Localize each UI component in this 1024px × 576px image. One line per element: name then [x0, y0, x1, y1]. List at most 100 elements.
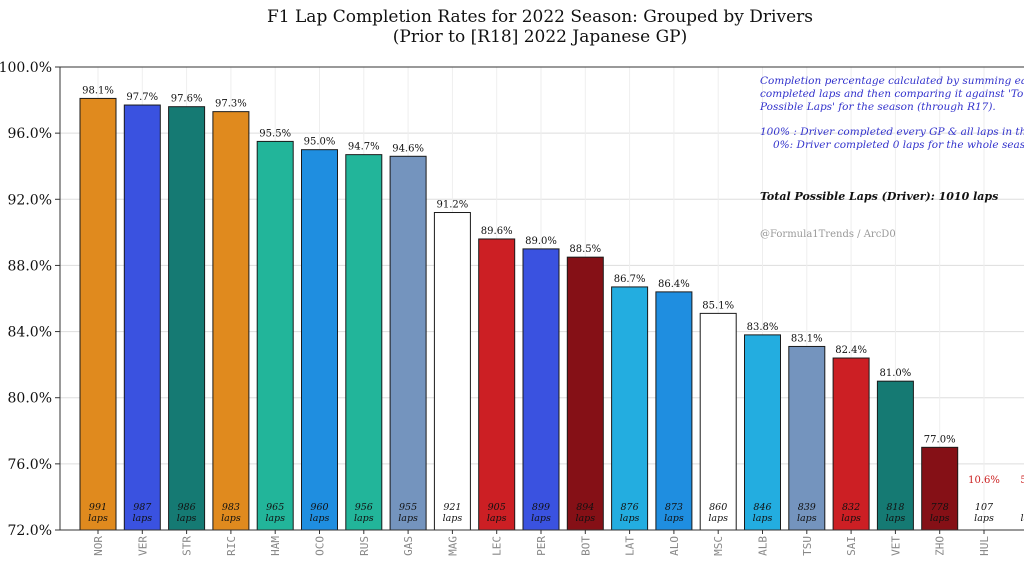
- value-label-alb: 83.8%: [747, 322, 779, 333]
- bar-mag: [433, 212, 471, 531]
- laps-unit: laps: [620, 513, 640, 524]
- y-tick-label: 76.0%: [8, 457, 52, 473]
- x-tick-label-gas: GAS: [402, 536, 415, 556]
- laps-unit: laps: [753, 513, 773, 524]
- bar-per: [522, 248, 560, 531]
- note-line-1: Completion percentage calculated by summ…: [760, 75, 1024, 87]
- laps-count-str: 986: [178, 502, 196, 513]
- laps-unit: laps: [797, 513, 817, 524]
- value-label-lec: 89.6%: [481, 226, 513, 237]
- value-label-tsu: 83.1%: [791, 333, 823, 344]
- bar-zho: [921, 446, 959, 531]
- note-line-5: 0%: Driver completed 0 laps for the whol…: [773, 139, 1024, 151]
- laps-unit: laps: [354, 513, 374, 524]
- x-tick-label-alo: ALO: [668, 536, 681, 556]
- x-tick-label-nor: NOR: [92, 536, 105, 556]
- value-label-vet: 81.0%: [880, 368, 912, 379]
- bar-nor: [79, 97, 117, 531]
- value-label-alo: 86.4%: [658, 279, 690, 290]
- laps-unit: laps: [398, 513, 418, 524]
- value-label-msc: 85.1%: [702, 300, 734, 311]
- value-label-per: 89.0%: [525, 236, 557, 247]
- value-label-gas: 94.6%: [392, 143, 424, 154]
- laps-count-lat: 876: [621, 502, 639, 513]
- laps-count-oco: 960: [310, 502, 328, 513]
- x-tick-label-ver: VER: [136, 536, 149, 556]
- y-tick-label: 96.0%: [8, 126, 52, 142]
- value-label-mag: 91.2%: [437, 200, 469, 211]
- y-tick-label: 84.0%: [8, 325, 52, 341]
- laps-count-rus: 956: [355, 502, 373, 513]
- laps-unit: laps: [841, 513, 861, 524]
- laps-count-hul: 107: [975, 502, 994, 513]
- note-line-3: Possible Laps' for the season (through R…: [759, 101, 996, 113]
- laps-count-ric: 983: [222, 502, 240, 513]
- laps-unit: laps: [177, 513, 197, 524]
- x-tick-label-ric: RIC: [225, 536, 238, 556]
- laps-unit: laps: [132, 513, 152, 524]
- x-tick-label-sai: SAI: [845, 536, 858, 556]
- laps-unit: laps: [974, 513, 994, 524]
- laps-count-per: 899: [532, 502, 550, 513]
- value-label-ver: 97.7%: [126, 92, 158, 103]
- laps-unit: laps: [930, 513, 950, 524]
- laps-unit: laps: [1020, 513, 1024, 524]
- value-label-lat: 86.7%: [614, 274, 646, 285]
- x-tick-label-alb: ALB: [757, 536, 770, 556]
- laps-count-gas: 955: [399, 502, 417, 513]
- bar-vet: [876, 380, 914, 531]
- laps-count-zho: 778: [931, 502, 949, 513]
- chart-title: F1 Lap Completion Rates for 2022 Season:…: [267, 7, 813, 27]
- laps-count-msc: 860: [709, 502, 727, 513]
- x-tick-label-zho: ZHO: [934, 536, 947, 556]
- x-tick-label-per: PER: [535, 536, 548, 556]
- credit-watermark: @Formula1Trends / ArcD0: [760, 229, 896, 240]
- value-label-ric: 97.3%: [215, 99, 247, 110]
- laps-unit: laps: [487, 513, 507, 524]
- bars: 98.1%991laps97.7%987laps97.6%986laps97.3…: [79, 85, 1024, 531]
- bar-bot: [566, 256, 604, 531]
- laps-unit: laps: [310, 513, 330, 524]
- total-possible-laps: Total Possible Laps (Driver): 1010 laps: [760, 190, 998, 203]
- bar-lat: [611, 286, 649, 531]
- x-tick-label-str: STR: [181, 536, 194, 556]
- laps-unit: laps: [708, 513, 728, 524]
- x-tick-label-lat: LAT: [624, 536, 637, 556]
- laps-count-bot: 894: [576, 502, 594, 513]
- x-tick-label-hul: HUL: [978, 536, 991, 556]
- laps-unit: laps: [575, 513, 595, 524]
- value-label-str: 97.6%: [171, 94, 203, 105]
- y-tick-label: 80.0%: [8, 391, 52, 407]
- annotation-notes: Completion percentage calculated by summ…: [759, 75, 1024, 240]
- bar-tsu: [788, 345, 826, 531]
- value-label-hul: 10.6%: [968, 475, 1000, 486]
- laps-unit: laps: [88, 513, 108, 524]
- bar-alo: [655, 291, 693, 531]
- x-tick-label-tsu: TSU: [801, 536, 814, 556]
- bar-rus: [345, 154, 383, 531]
- y-tick-label: 92.0%: [8, 192, 52, 208]
- bar-oco: [301, 149, 338, 531]
- x-tick-label-bot: BOT: [579, 536, 592, 556]
- laps-count-nor: 991: [89, 502, 107, 513]
- bar-ham: [256, 140, 294, 531]
- laps-unit: laps: [886, 513, 906, 524]
- bar-alb: [744, 334, 781, 531]
- x-tick-label-oco: OCO: [314, 536, 327, 556]
- chart-subtitle: (Prior to [R18] 2022 Japanese GP): [393, 27, 687, 47]
- x-tick-label-msc: MSC: [712, 536, 725, 556]
- value-label-ham: 95.5%: [259, 128, 291, 139]
- y-tick-label: 72.0%: [8, 523, 52, 539]
- value-label-zho: 77.0%: [924, 434, 956, 445]
- value-label-dev: 5.3: [1020, 475, 1024, 486]
- y-tick-label: 100.0%: [0, 60, 52, 76]
- x-tick-label-ham: HAM: [269, 536, 282, 556]
- bar-sai: [832, 357, 870, 531]
- laps-unit: laps: [265, 513, 285, 524]
- laps-count-tsu: 839: [798, 502, 816, 513]
- note-line-2: completed laps and then comparing it aga…: [760, 88, 1024, 100]
- laps-unit: laps: [664, 513, 684, 524]
- laps-unit: laps: [221, 513, 241, 524]
- x-tick-label-lec: LEC: [491, 536, 504, 556]
- y-tick-label: 88.0%: [8, 258, 52, 274]
